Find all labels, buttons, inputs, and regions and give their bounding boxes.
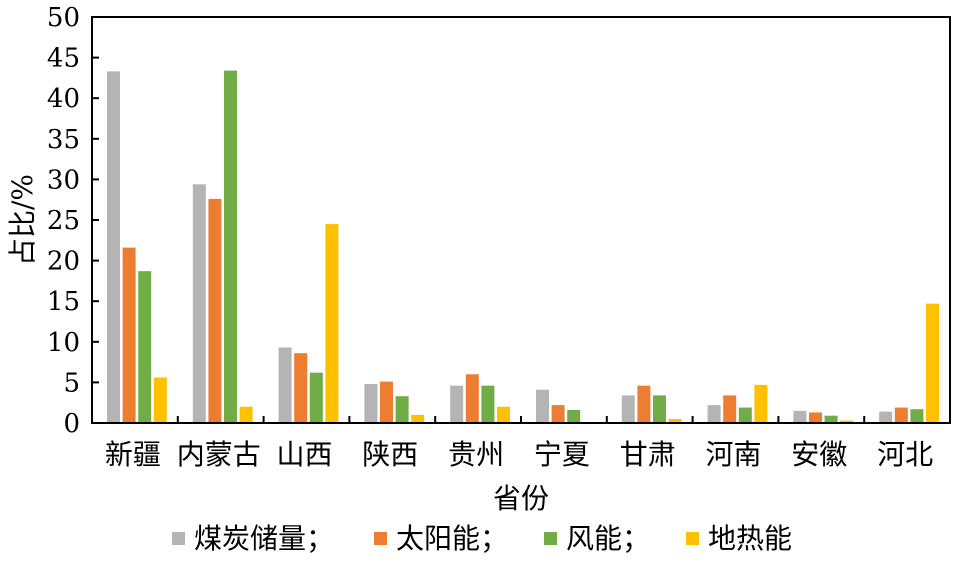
bar-9-1 (894, 407, 908, 423)
bars-group (107, 70, 939, 424)
x-tick-label: 贵州 (448, 438, 504, 471)
bar-8-3 (840, 420, 854, 423)
bar-3-3 (411, 414, 425, 423)
x-axis-label: 省份 (493, 482, 549, 515)
x-tick-label: 河南 (705, 438, 761, 471)
bar-6-0 (621, 395, 635, 423)
y-tick-label: 25 (47, 206, 80, 236)
x-tick-label: 甘肃 (620, 438, 676, 471)
bar-8-1 (809, 412, 822, 423)
bar-1-1 (208, 198, 222, 423)
bar-5-0 (536, 389, 549, 423)
legend-label: 地热能 (708, 522, 792, 555)
bar-7-1 (723, 395, 737, 423)
bar-6-1 (637, 385, 651, 423)
y-tick-label: 40 (47, 84, 80, 114)
x-tick-label: 宁夏 (534, 438, 590, 471)
bar-4-2 (481, 385, 495, 423)
bar-8-0 (793, 410, 807, 423)
bar-8-2 (824, 415, 838, 423)
bar-6-2 (653, 395, 666, 423)
y-axis-label: 占比/% (6, 174, 39, 266)
x-tick-label: 安徽 (791, 438, 847, 471)
y-tick-label: 30 (47, 165, 80, 195)
legend-swatch (374, 532, 387, 545)
bar-2-3 (325, 224, 339, 423)
x-tick-label: 陕西 (362, 438, 418, 471)
legend: 煤炭储量； 太阳能； 风能； 地热能 (172, 522, 792, 555)
bar-4-1 (465, 374, 479, 423)
y-tick-label: 0 (63, 409, 80, 439)
bar-9-3 (926, 303, 939, 423)
bar-6-3 (668, 418, 682, 423)
bar-3-0 (364, 384, 378, 423)
legend-swatch (686, 532, 699, 545)
x-tick-label: 山西 (276, 438, 332, 471)
y-tick-label: 10 (47, 328, 80, 358)
y-tick-label: 35 (47, 125, 80, 155)
bar-5-2 (567, 410, 581, 423)
legend-label: 煤炭储量； (194, 522, 334, 555)
x-tick-label: 河北 (877, 438, 933, 471)
bar-1-3 (239, 406, 253, 423)
bar-2-0 (278, 347, 292, 423)
bar-4-0 (450, 385, 464, 423)
bar-7-0 (707, 405, 721, 423)
bar-9-0 (879, 411, 893, 423)
bar-2-2 (309, 372, 323, 423)
bar-3-1 (380, 381, 393, 423)
legend-label: 风能； (566, 522, 650, 555)
legend-swatch (172, 532, 185, 545)
bar-5-1 (551, 405, 565, 423)
bar-7-2 (738, 407, 752, 423)
y-tick-label: 5 (63, 368, 80, 398)
bar-9-2 (910, 409, 924, 423)
axes-group: 新疆 内蒙古 山西 陕西 贵州 宁夏 甘肃 河南 安徽 河北 0 5 10 15 20 25 30 35 40 45 5… (47, 3, 951, 471)
y-tick-label: 15 (47, 287, 80, 317)
bar-1-0 (192, 184, 206, 423)
x-tick-label: 新疆 (105, 438, 161, 471)
bar-0-2 (138, 271, 152, 423)
y-tick-label: 45 (47, 44, 80, 74)
bar-4-3 (497, 406, 510, 423)
bar-7-3 (754, 384, 768, 423)
bar-0-3 (153, 377, 167, 423)
bar-0-1 (122, 247, 136, 423)
y-tick-label: 50 (47, 3, 80, 33)
bar-0-0 (107, 71, 120, 424)
legend-swatch (544, 532, 557, 545)
y-tick-label: 20 (47, 247, 80, 277)
bar-2-1 (294, 353, 308, 423)
x-tick-label: 内蒙古 (177, 438, 261, 471)
bar-3-2 (395, 396, 409, 423)
bar-1-2 (224, 70, 237, 423)
legend-label: 太阳能； (396, 522, 508, 555)
